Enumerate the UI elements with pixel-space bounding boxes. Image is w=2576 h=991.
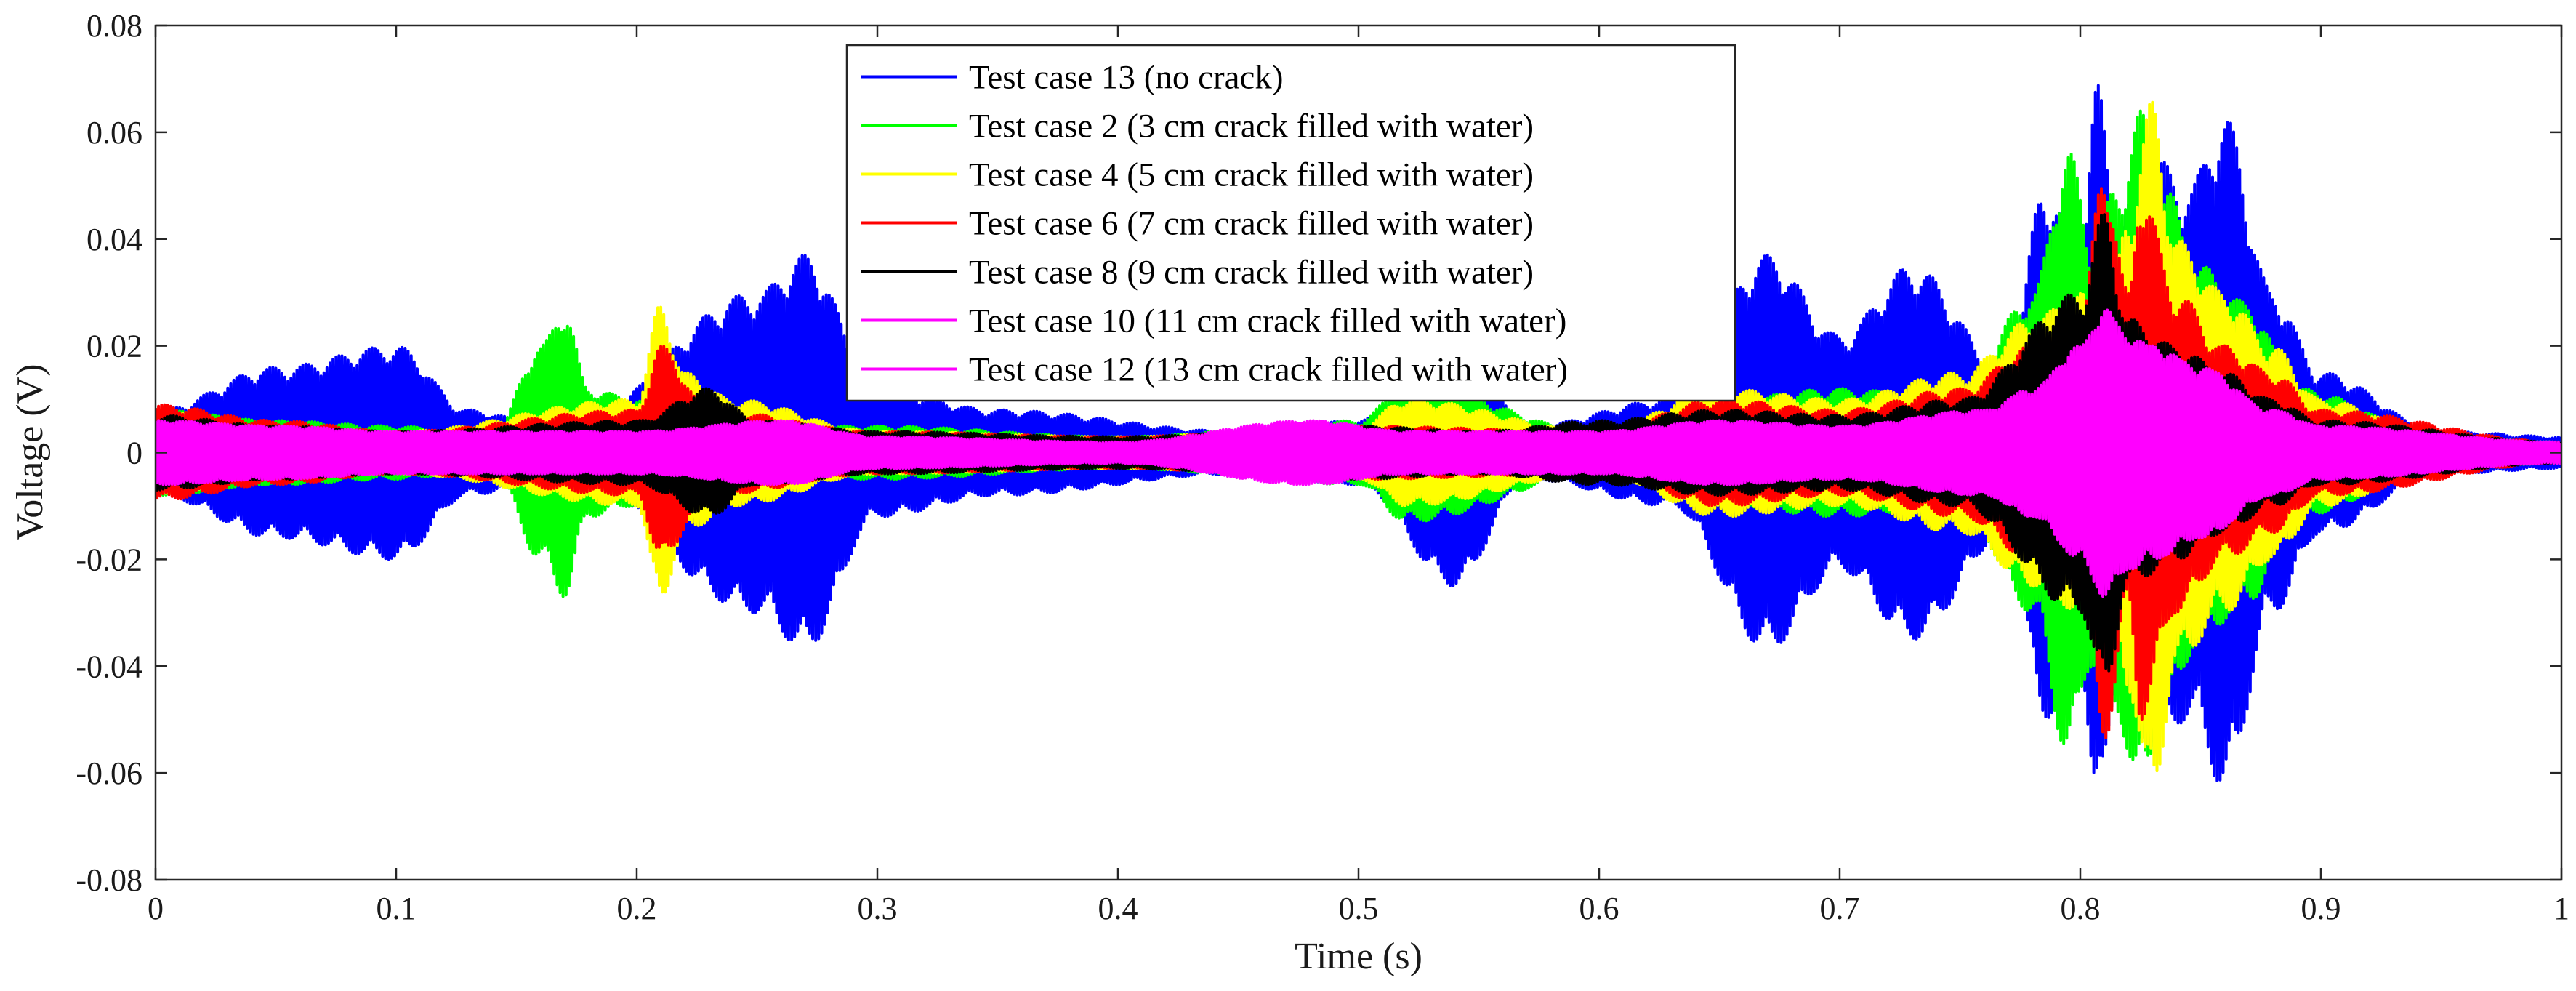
- x-tick-label: 0.1: [377, 891, 416, 926]
- legend-label: Test case 4 (5 cm crack filled with wate…: [969, 156, 1534, 194]
- y-tick-label: -0.08: [76, 862, 142, 898]
- x-tick-label: 0.7: [1820, 891, 1860, 926]
- legend-label: Test case 12 (13 cm crack filled with wa…: [969, 351, 1568, 389]
- x-tick-label: 0.2: [617, 891, 657, 926]
- x-tick-label: 0: [148, 891, 164, 926]
- legend-label: Test case 2 (3 cm crack filled with wate…: [969, 108, 1534, 145]
- legend-box: [845, 44, 1736, 402]
- y-tick-label: 0.08: [86, 8, 142, 44]
- series-test-case-12-13-cm-crack-filled-with-water: [156, 318, 2561, 598]
- legend-item: Test case 13 (no crack): [861, 59, 1284, 97]
- x-tick-label: 0.8: [2061, 891, 2101, 926]
- y-tick-label: -0.06: [76, 755, 142, 791]
- legend-item: Test case 6 (7 cm crack filled with wate…: [861, 205, 1534, 243]
- x-tick-label: 0.3: [858, 891, 898, 926]
- y-tick-label: 0.02: [86, 329, 142, 364]
- y-tick-label: -0.02: [76, 542, 142, 577]
- axis-ticks: 0 0.1 0.2 0.3 0.4 0.5 0.6 0.7 0.8 0.9 1 -0.08 -0.06 -…: [76, 8, 2569, 926]
- x-tick-label: 0.4: [1098, 891, 1138, 926]
- series-layer: [156, 84, 2561, 782]
- legend: Test case 13 (no crack) Test case 2 (3 cm…: [845, 44, 1736, 402]
- y-axis-title: Voltage (V): [9, 364, 51, 540]
- x-axis-title: Time (s): [1295, 936, 1422, 977]
- legend-item: Test case 8 (9 cm crack filled with wate…: [861, 254, 1534, 292]
- x-tick-label: 1: [2553, 891, 2569, 926]
- y-tick-label: -0.04: [76, 649, 142, 684]
- y-tick-label: 0: [126, 436, 142, 471]
- legend-label: Test case 8 (9 cm crack filled with wate…: [969, 254, 1534, 292]
- legend-label: Test case 10 (11 cm crack filled with wa…: [969, 302, 1566, 340]
- legend-item: Test case 4 (5 cm crack filled with wate…: [861, 156, 1534, 194]
- legend-item: Test case 2 (3 cm crack filled with wate…: [861, 108, 1534, 145]
- x-tick-label: 0.5: [1339, 891, 1379, 926]
- y-tick-label: 0.06: [86, 115, 142, 151]
- legend-item: Test case 10 (11 cm crack filled with wa…: [861, 302, 1566, 340]
- legend-item: Test case 12 (13 cm crack filled with wa…: [861, 351, 1568, 389]
- x-tick-label: 0.6: [1579, 891, 1619, 926]
- legend-label: Test case 13 (no crack): [969, 59, 1284, 97]
- legend-label: Test case 6 (7 cm crack filled with wate…: [969, 205, 1534, 243]
- x-tick-label: 0.9: [2301, 891, 2341, 926]
- y-tick-label: 0.04: [86, 222, 142, 257]
